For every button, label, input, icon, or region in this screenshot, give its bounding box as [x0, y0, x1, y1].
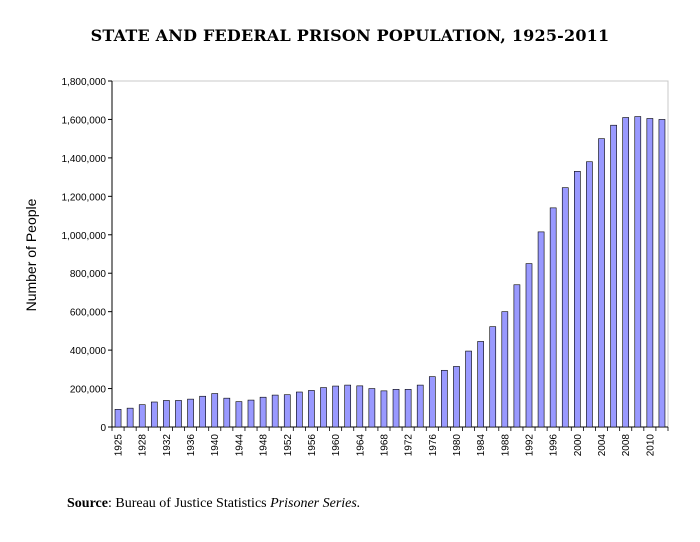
y-tick-label: 0 [100, 423, 106, 434]
bar [622, 117, 630, 428]
bar [296, 391, 303, 428]
bar [344, 384, 352, 428]
bar [465, 350, 472, 428]
y-tick-label: 1,600,000 [62, 115, 107, 126]
bar [259, 396, 267, 428]
y-tick-label: 400,000 [70, 346, 107, 357]
x-tick-label: 1944 [234, 434, 245, 457]
bar [646, 118, 654, 428]
bar [356, 385, 364, 428]
x-tick-label: 2000 [573, 434, 584, 457]
bar [513, 284, 521, 428]
bar [114, 409, 122, 428]
bar [586, 161, 593, 428]
x-tick-label: 1960 [331, 434, 342, 457]
bar [441, 369, 448, 428]
y-tick-label: 600,000 [70, 308, 107, 319]
y-tick-label: 1,800,000 [62, 77, 107, 88]
bar [428, 376, 436, 428]
bar [416, 384, 424, 428]
bar [404, 389, 412, 428]
bar [199, 395, 206, 428]
bar [574, 171, 581, 428]
bar [477, 341, 484, 428]
y-tick-label: 1,200,000 [62, 192, 107, 203]
x-tick-label: 1996 [549, 434, 560, 457]
x-tick-label: 1968 [379, 434, 390, 457]
bar [308, 390, 315, 428]
y-tick-label: 200,000 [70, 385, 107, 396]
x-tick-label: 1925 [114, 434, 125, 457]
x-tick-label: 1932 [162, 434, 173, 457]
x-tick-label: 1936 [186, 434, 197, 457]
source-text: : Bureau of Justice Statistics [107, 496, 271, 511]
bar [658, 119, 666, 428]
bar [187, 398, 194, 428]
x-tick-label: 1956 [307, 434, 318, 457]
x-tick-label: 1980 [452, 434, 463, 457]
bar [525, 263, 533, 428]
plot-border [111, 80, 669, 428]
bar [163, 400, 170, 428]
plot-area: 0 200,000 400,000 600,000 800,000 1,000,000 1,… [62, 77, 669, 456]
bar [368, 388, 376, 428]
x-tick-label: 1952 [283, 434, 294, 457]
bar-chart: 0 200,000 400,000 600,000 800,000 1,000,000 1,… [23, 77, 669, 456]
bar [598, 138, 605, 428]
y-tick-label: 1,400,000 [62, 154, 107, 165]
bar [320, 387, 327, 428]
x-tick-label: 1964 [355, 434, 366, 457]
bar [380, 390, 388, 428]
bar [235, 401, 243, 428]
x-tick-label: 2004 [597, 434, 608, 457]
x-tick-label: 1940 [210, 434, 221, 457]
bar [501, 311, 509, 428]
x-tick-label: 1988 [500, 434, 511, 457]
chart-title: STATE AND FEDERAL PRISON POPULATION, 192… [90, 26, 610, 45]
bar [489, 326, 497, 428]
bar [610, 124, 617, 428]
bar [223, 397, 231, 428]
x-tick-label: 1992 [525, 434, 536, 457]
bar [175, 400, 182, 428]
bar [549, 207, 557, 428]
bar [634, 116, 642, 428]
x-tick-label: 1972 [404, 434, 415, 457]
bar [138, 404, 146, 428]
x-tick-label: 1928 [138, 434, 149, 457]
x-tick-label: 1948 [259, 434, 270, 457]
y-tick-label: 800,000 [70, 269, 107, 280]
source-label: Source [67, 496, 108, 511]
source-note: Source: Bureau of Justice Statistics Pri… [67, 496, 360, 512]
bar [537, 231, 545, 428]
x-tick-label: 1984 [476, 434, 487, 457]
bar [283, 394, 291, 428]
y-axis-label: Number of People [23, 198, 39, 311]
x-tick-label: 2010 [645, 434, 656, 457]
x-tick-label: 1976 [428, 434, 439, 457]
source-series: Prisoner Series. [270, 496, 361, 511]
bar [126, 407, 134, 428]
bar [247, 399, 255, 428]
bar [561, 187, 569, 428]
x-tick-label: 2008 [621, 434, 632, 457]
bar [332, 385, 339, 428]
bar [211, 393, 219, 428]
y-tick-label: 1,000,000 [62, 231, 107, 242]
bar [392, 389, 400, 428]
bar [150, 401, 158, 428]
bar [271, 394, 279, 428]
bar [453, 366, 460, 428]
